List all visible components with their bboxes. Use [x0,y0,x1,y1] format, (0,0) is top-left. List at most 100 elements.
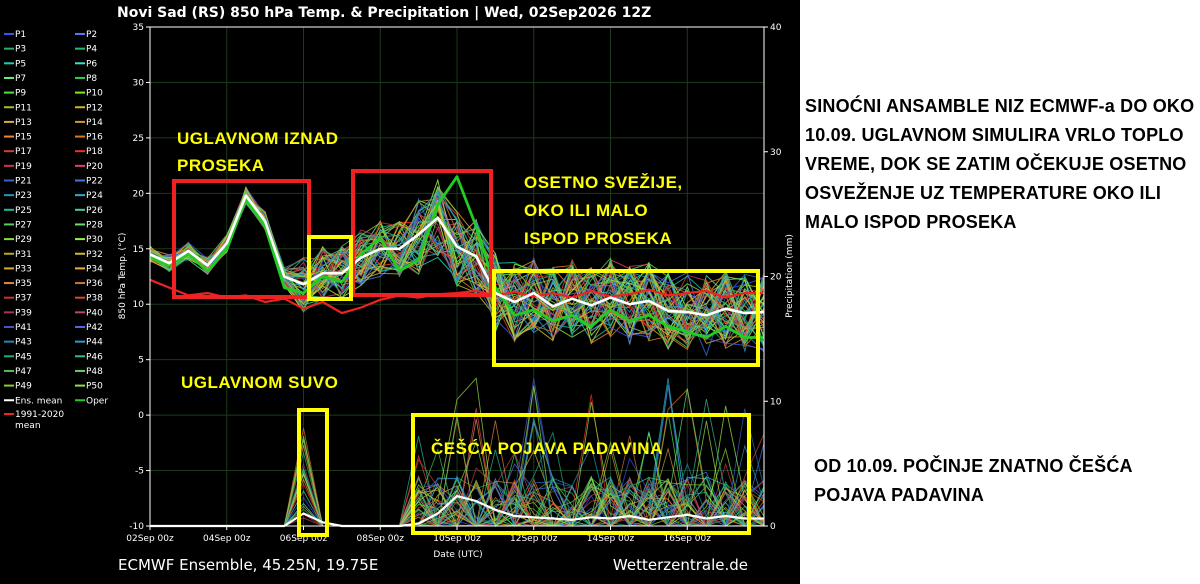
commentary-bottom: OD 10.09. POČINJE ZNATNO ČEŠĆA POJAVA PA… [814,456,1133,505]
legend-label-P15: P15 [15,133,32,143]
legend-label-P5: P5 [15,59,26,69]
legend-label-P11: P11 [15,103,32,113]
x-axis-label: Date (UTC) [433,550,482,560]
legend-label-P9: P9 [15,89,26,99]
y2-tick-label: 10 [770,397,782,407]
y2-tick-label: 0 [770,522,776,532]
legend-label-P8: P8 [86,74,97,84]
commentary-top: SINOĆNI ANSAMBLE NIZ ECMWF-a DO OKO 10.0… [805,96,1195,232]
ensemble-chart: Novi Sad (RS) 850 hPa Temp. & Precipitat… [4,5,795,574]
legend-label-P25: P25 [15,206,32,216]
legend-label-P35: P35 [15,279,32,289]
legend-label-P36: P36 [86,279,103,289]
chart-title: Novi Sad (RS) 850 hPa Temp. & Precipitat… [117,5,651,21]
legend-label-P4: P4 [86,45,97,55]
member-line-P47 [149,201,765,336]
legend-label-P40: P40 [86,308,103,318]
x-tick-label: 14Sep 00z [587,534,635,544]
box-cooler-period [492,269,760,367]
footer-site: Wetterzentrale.de [613,556,748,574]
legend-label-P2: P2 [86,30,97,40]
chart-panel: Novi Sad (RS) 850 hPa Temp. & Precipitat… [0,0,800,584]
x-tick-label: 12Sep 00z [510,534,558,544]
legend-label-P32: P32 [86,250,103,260]
legend-label-P39: P39 [15,308,32,318]
legend-label-ens-mean: Ens. mean [15,396,62,406]
legend-label-P48: P48 [86,367,103,377]
y2-tick-label: 40 [770,23,782,33]
y-tick-label: -10 [129,522,144,532]
member-line-P50 [149,186,765,342]
annotation-more-precip: ČEŠĆA POJAVA PADAVINA [431,439,663,458]
legend-label-P22: P22 [86,177,103,187]
legend-label-P49: P49 [15,382,32,392]
annotation-overlay: UGLAVNOM IZNAD PROSEKA UGLAVNOM SUVO OSETNO… [172,129,760,537]
y-tick-label: 15 [133,245,144,255]
annotation-above-average-line2: PROSEKA [177,156,265,175]
legend-label-P45: P45 [15,352,32,362]
legend-label-P42: P42 [86,323,103,333]
y-axis-label: 850 hPa Temp. (°C) [118,233,128,320]
legend-label-P50: P50 [86,382,103,392]
y2-tick-label: 20 [770,273,782,283]
legend-label-P19: P19 [15,162,32,172]
legend-label-P23: P23 [15,191,32,201]
x-tick-label: 16Sep 00z [664,534,712,544]
legend-label-P24: P24 [86,191,103,201]
legend-label-P17: P17 [15,147,32,157]
legend-label-P7: P7 [15,74,26,84]
legend-label-P38: P38 [86,294,103,304]
annotation-cooler-line3: ISPOD PROSEKA [524,229,672,248]
legend-label-P26: P26 [86,206,103,216]
axes: -10 -5 0 5 10 15 20 25 30 35 0 10 20 30 40 02Sep 00z 04S… [118,23,795,560]
legend-label-P34: P34 [86,264,103,274]
legend-label-P43: P43 [15,338,32,348]
legend-label-P14: P14 [86,118,103,128]
box-precip-period [411,413,751,535]
legend-label-P33: P33 [15,264,32,274]
box-precip-spike [297,408,329,537]
legend-label-P10: P10 [86,89,103,99]
legend-label-climate: 1991-2020 [15,410,64,420]
box-cool-dip [307,235,353,301]
x-tick-label: 04Sep 00z [203,534,251,544]
legend-label-P46: P46 [86,352,103,362]
legend-label-P21: P21 [15,177,32,187]
legend-label-P29: P29 [15,235,32,245]
legend-label-climate-mean: mean [15,421,41,431]
x-tick-label: 08Sep 00z [357,534,405,544]
legend-label-P37: P37 [15,294,32,304]
y-tick-label: 5 [138,356,144,366]
legend-label-P1: P1 [15,30,26,40]
legend-label-P47: P47 [15,367,32,377]
legend-label-P16: P16 [86,133,103,143]
y2-tick-label: 30 [770,148,782,158]
series-line-oper [149,175,764,339]
annotation-cooler-line2: OKO ILI MALO [524,201,648,220]
legend-label-P41: P41 [15,323,32,333]
legend-label-P18: P18 [86,147,103,157]
y-tick-label: -5 [135,467,144,477]
box-above-average-2 [351,169,493,297]
legend: P1 P2 P3 P4 P5 P6 P7 P8 P9 P10 P11 P12 P13 P14 P15 P16 P… [4,30,108,431]
y-tick-label: 10 [133,300,145,310]
annotation-above-average-line1: UGLAVNOM IZNAD [177,129,339,148]
member-line-P41 [149,186,765,350]
legend-label-P27: P27 [15,220,32,230]
legend-label-P13: P13 [15,118,32,128]
legend-label-oper: Oper [86,396,108,406]
legend-label-P31: P31 [15,250,32,260]
y-tick-label: 25 [133,134,144,144]
legend-label-P20: P20 [86,162,103,172]
legend-label-P44: P44 [86,338,103,348]
y-tick-label: 30 [133,78,145,88]
legend-label-P3: P3 [15,45,26,55]
plot-grid [149,26,765,527]
x-tick-label: 06Sep 00z [280,534,328,544]
annotation-cooler-line1: OSETNO SVEŽIJE, [524,173,683,192]
y-tick-label: 0 [138,411,144,421]
annotation-mostly-dry: UGLAVNOM SUVO [181,373,338,392]
legend-label-P6: P6 [86,59,97,69]
legend-label-P30: P30 [86,235,103,245]
y-tick-label: 35 [133,23,144,33]
